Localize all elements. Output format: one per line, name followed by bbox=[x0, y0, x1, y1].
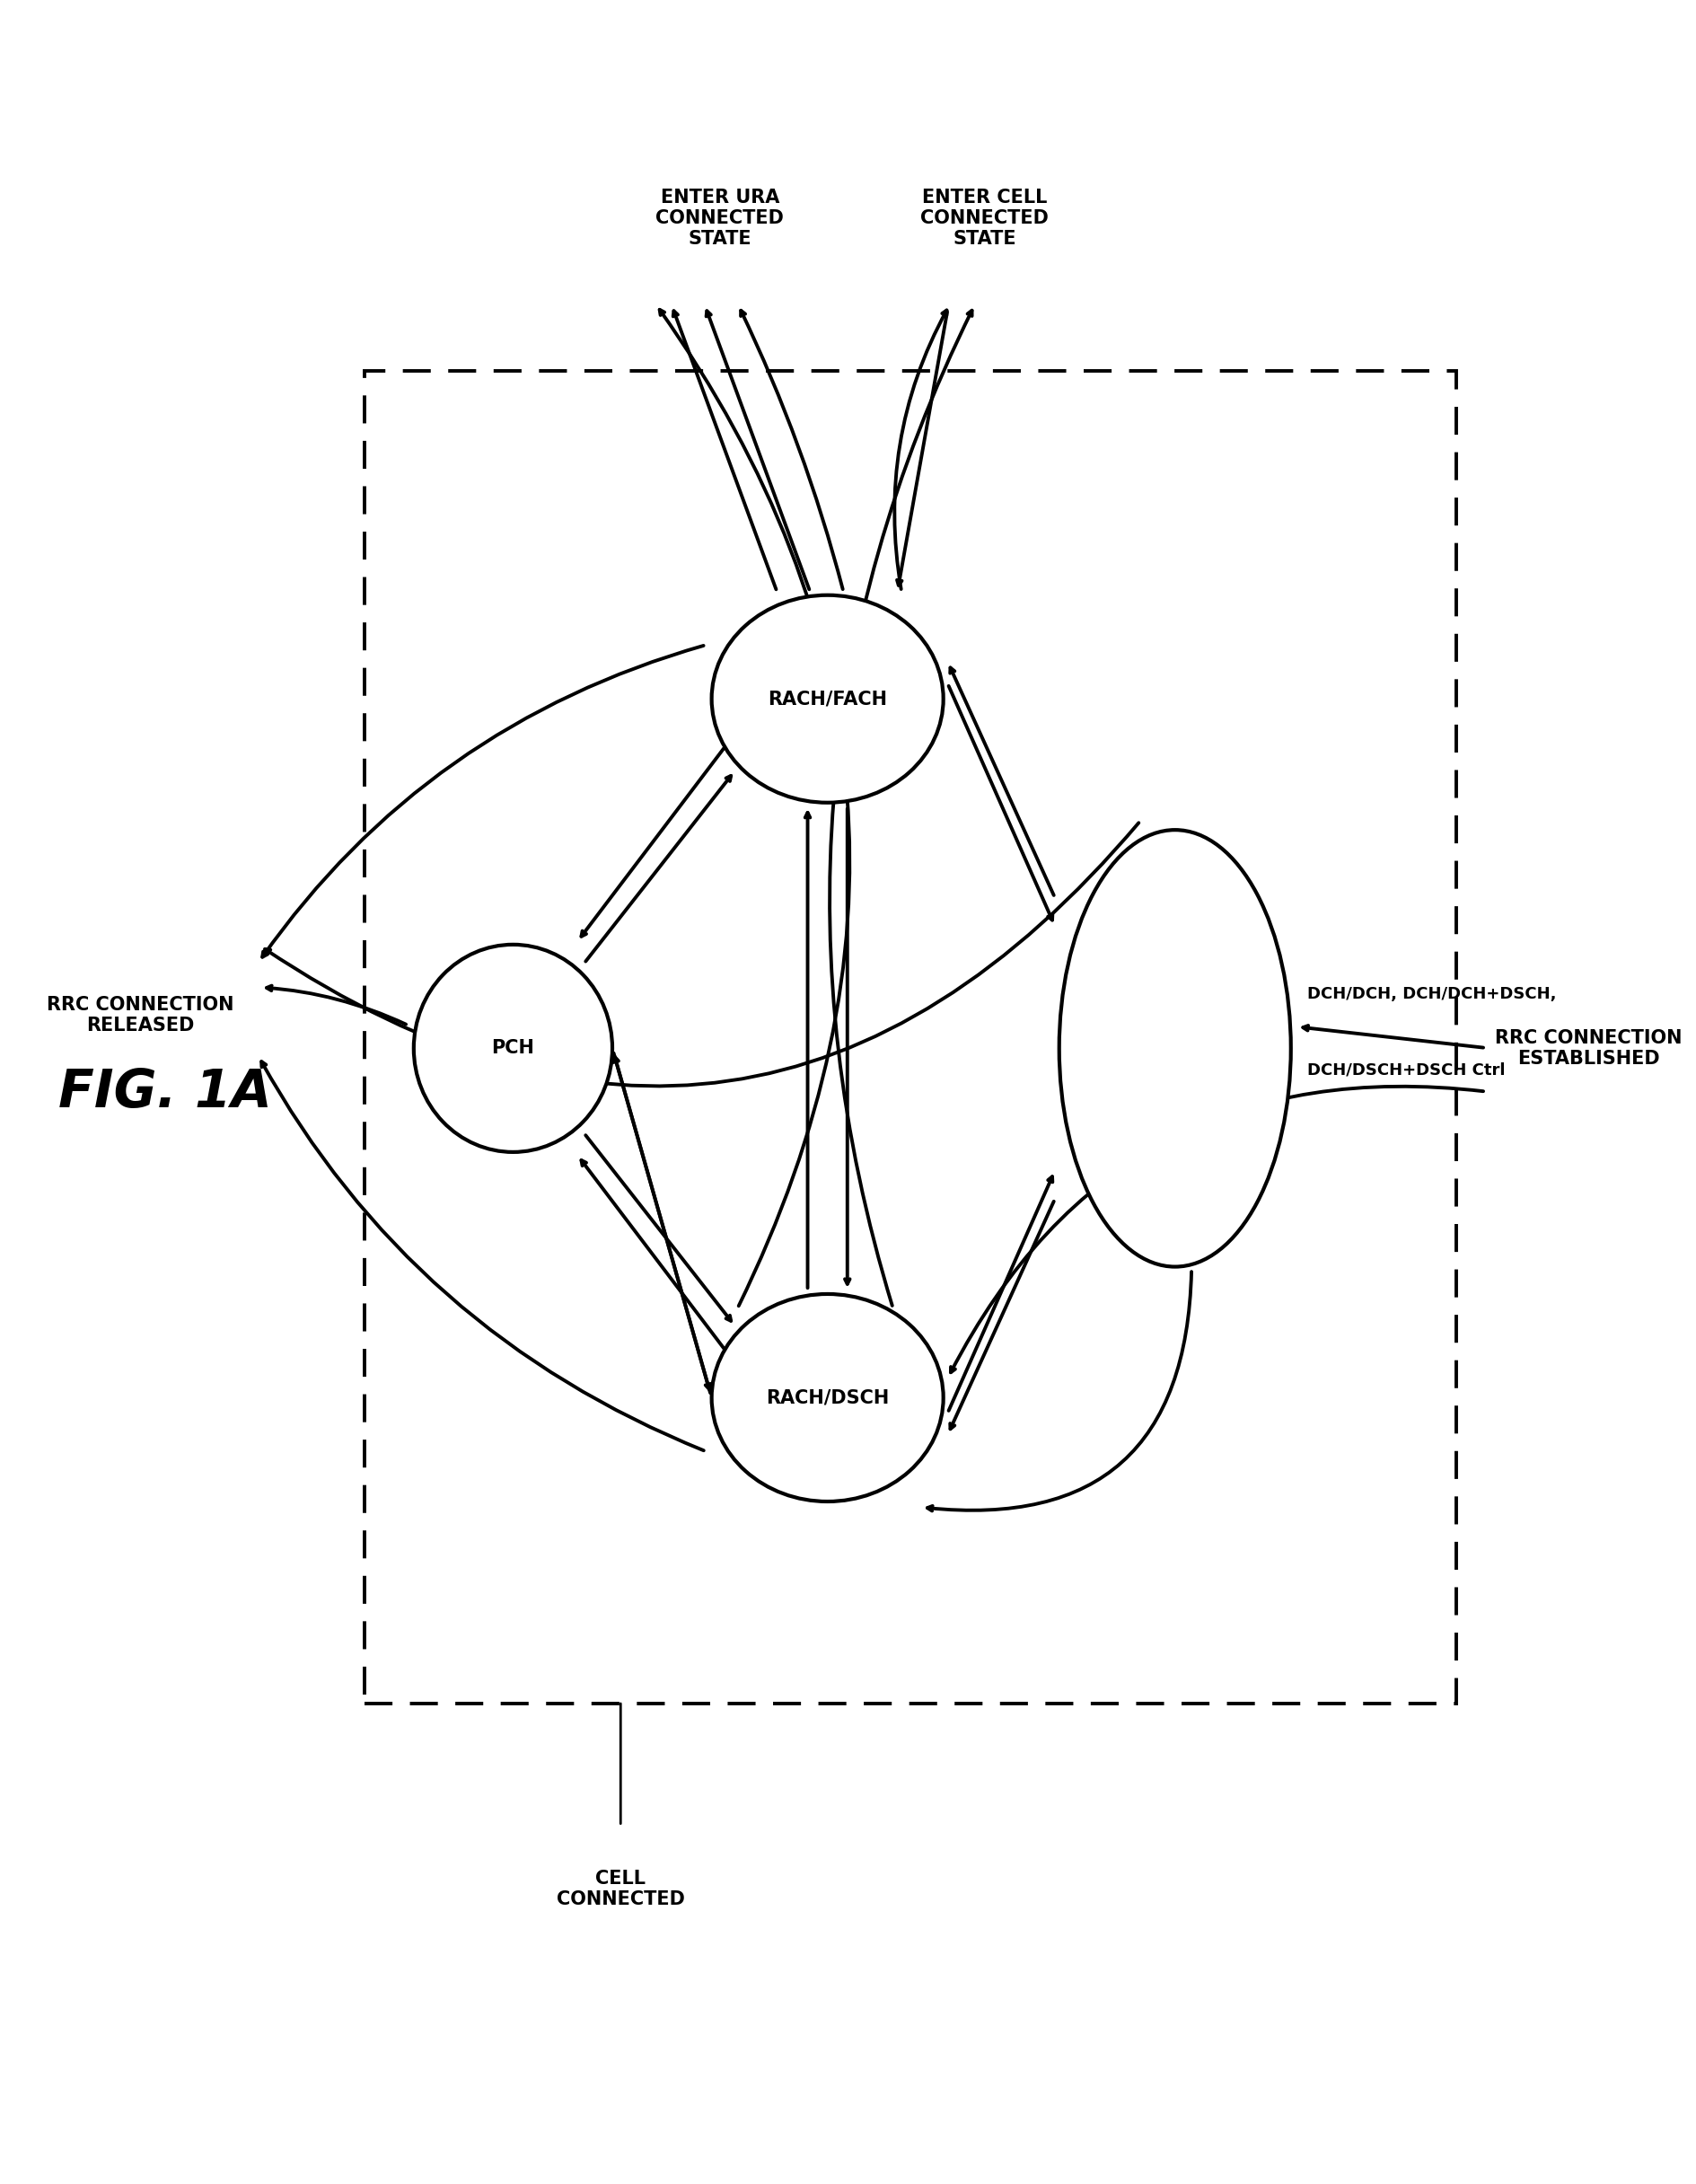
Ellipse shape bbox=[414, 943, 612, 1153]
Text: PCH: PCH bbox=[492, 1040, 534, 1057]
Text: RACH/FACH: RACH/FACH bbox=[768, 690, 887, 708]
Text: FIG. 1A: FIG. 1A bbox=[59, 1066, 273, 1118]
Text: RACH/DSCH: RACH/DSCH bbox=[767, 1389, 889, 1406]
Ellipse shape bbox=[712, 594, 943, 802]
Text: RRC CONNECTION
ESTABLISHED: RRC CONNECTION ESTABLISHED bbox=[1496, 1029, 1682, 1068]
Text: ENTER URA
CONNECTED
STATE: ENTER URA CONNECTED STATE bbox=[656, 188, 784, 249]
Ellipse shape bbox=[712, 1293, 943, 1503]
Text: ENTER CELL
CONNECTED
STATE: ENTER CELL CONNECTED STATE bbox=[921, 188, 1048, 249]
Text: CELL
CONNECTED: CELL CONNECTED bbox=[556, 1870, 685, 1909]
Text: DCH/DSCH+DSCH Ctrl: DCH/DSCH+DSCH Ctrl bbox=[1308, 1061, 1506, 1079]
Text: RRC CONNECTION
RELEASED: RRC CONNECTION RELEASED bbox=[47, 996, 234, 1035]
Text: DCH/DCH, DCH/DCH+DSCH,: DCH/DCH, DCH/DCH+DSCH, bbox=[1308, 985, 1557, 1002]
Ellipse shape bbox=[1060, 830, 1291, 1267]
